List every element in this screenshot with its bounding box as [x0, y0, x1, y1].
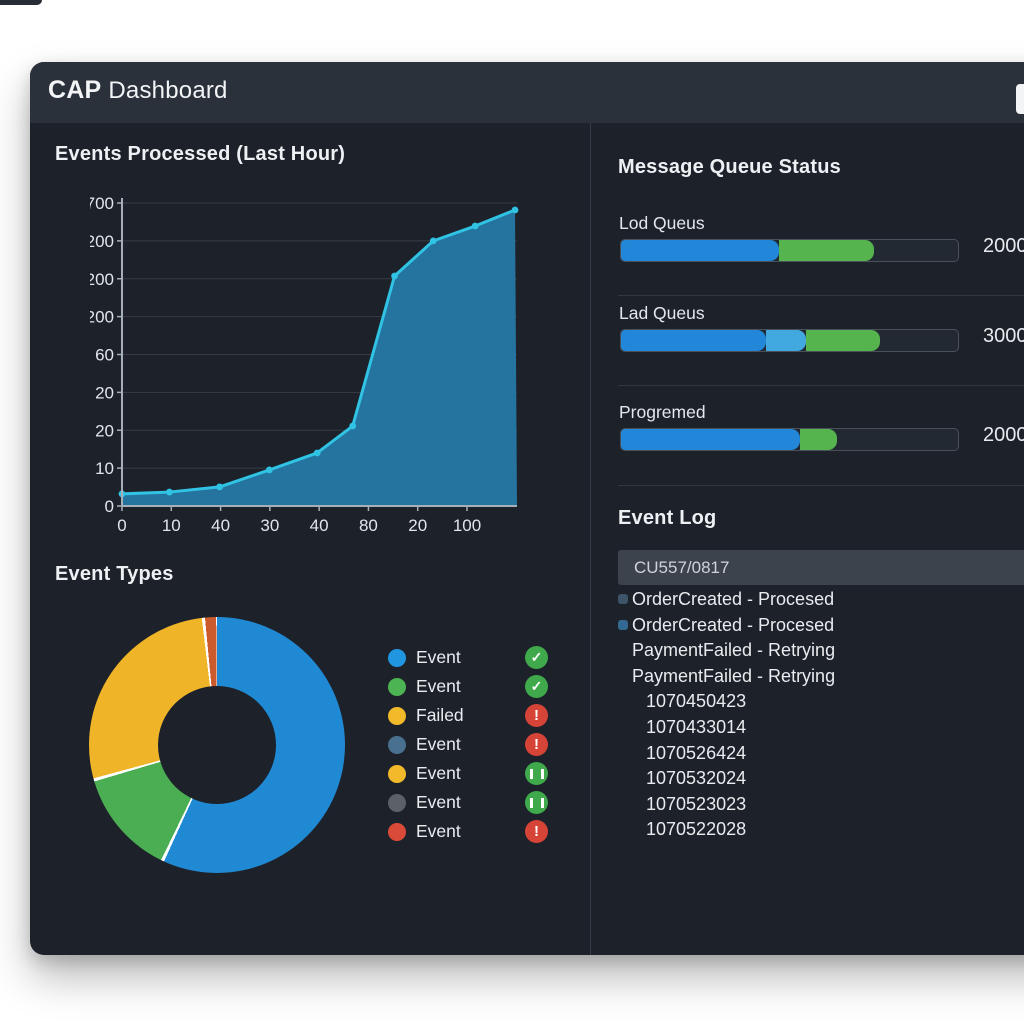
- y-axis-tick-label: 200: [90, 232, 114, 251]
- queue-progress-bar: [620, 239, 959, 262]
- log-entry-bullet: [618, 619, 628, 630]
- legend-row: Event!: [388, 730, 548, 759]
- x-axis-tick-label: 0: [117, 516, 126, 535]
- queue-progress-bar: [620, 329, 959, 352]
- event-log-title: Event Log: [618, 507, 717, 529]
- error-icon: !: [525, 704, 548, 727]
- y-axis-tick-label: 10: [95, 459, 114, 478]
- legend-row: Event ✓: [388, 643, 548, 672]
- legend-color-dot: [388, 735, 406, 754]
- event-log-entry: 1070433014: [646, 716, 747, 737]
- pause-icon: [525, 762, 548, 785]
- queue-separator: [618, 485, 1024, 486]
- y-axis-tick-label: 200: [90, 308, 114, 327]
- queue-progress-segment: [621, 240, 780, 261]
- legend-label: Event: [416, 821, 461, 841]
- y-axis-tick-label: 20: [95, 421, 114, 440]
- event-log-entry: OrderCreated - Procesed: [618, 613, 1024, 639]
- queue-progress-segment: [779, 240, 874, 261]
- y-axis-tick-label: 200: [90, 270, 114, 289]
- legend-row: Event: [388, 788, 548, 817]
- y-axis-tick-label: 700: [90, 194, 114, 213]
- legend-label: Event: [416, 734, 461, 754]
- queue-separator: [618, 385, 1024, 386]
- right-column: Message Queue Status Lod Queus 2000 Lad Qu…: [591, 123, 1024, 955]
- event-log-entry: 1070522028: [646, 819, 747, 840]
- queue-progress-segment: [621, 429, 800, 450]
- dashboard-content: Events Processed (Last Hour) 700 200 200 20…: [30, 123, 1024, 955]
- queue-progress-segment: [806, 330, 881, 351]
- titlebar-button[interactable]: [1016, 84, 1024, 114]
- queue-progress-segment: [799, 429, 837, 450]
- check-icon: ✓: [525, 646, 548, 669]
- x-axis-tick-label: 40: [211, 516, 230, 535]
- event-types-legend: Event ✓ Event ✓ Failed! Event! Event Event Event…: [388, 643, 548, 846]
- error-icon: !: [525, 820, 548, 843]
- y-axis-tick-label: 60: [95, 346, 114, 365]
- queue-label: Lod Queus: [619, 213, 705, 233]
- legend-color-dot: [388, 822, 406, 841]
- left-column: Events Processed (Last Hour) 700 200 200 20…: [30, 123, 590, 955]
- queue-value: 3000: [983, 325, 1024, 347]
- queue-progress-segment: [765, 330, 807, 351]
- queue-value: 2000: [983, 424, 1024, 446]
- event-log-entry: PaymentFailed - Retrying: [632, 665, 836, 686]
- pause-icon: [525, 791, 548, 814]
- titlebar: CAP Dashboard: [30, 62, 1024, 123]
- event-log-entry: 1070532024: [646, 768, 747, 789]
- legend-color-dot: [388, 677, 406, 696]
- event-log-entry: 1070523023: [646, 793, 747, 814]
- event-log-entry: PaymentFailed - Retrying: [632, 640, 836, 661]
- queue-label: Progremed: [619, 402, 706, 422]
- x-axis-tick-label: 100: [453, 516, 481, 535]
- legend-label: Event: [416, 647, 461, 667]
- error-icon: !: [525, 733, 548, 756]
- column-divider: [590, 123, 591, 955]
- event-log-list: OrderCreated - Procesed OrderCreated - Pr…: [618, 587, 1024, 843]
- log-entry-bullet: [618, 594, 628, 604]
- legend-label: Event: [416, 792, 461, 812]
- app-title-primary: CAP: [48, 76, 102, 104]
- check-icon: ✓: [525, 675, 548, 698]
- events-processed-area-chart: 700 200 200 200 60 20 20 10 0 0 10 40 30 40 80 20 100: [86, 193, 535, 538]
- queue-progress-bar: [620, 428, 959, 451]
- app-title-secondary: Dashboard: [108, 77, 228, 104]
- event-log-entry: 1070526424: [646, 742, 747, 763]
- legend-color-dot: [388, 793, 406, 812]
- event-types-title: Event Types: [55, 563, 174, 585]
- queue-value: 2000: [983, 235, 1024, 257]
- x-axis-tick-label: 10: [162, 516, 181, 535]
- event-types-donut-chart: [89, 617, 345, 873]
- legend-label: Event: [416, 763, 461, 783]
- legend-label: Event: [416, 676, 461, 696]
- event-log-filter-input[interactable]: CU557/0817: [618, 550, 1024, 585]
- legend-row: Event!: [388, 817, 548, 846]
- event-log-entry: 1070450423: [646, 691, 747, 712]
- x-axis-tick-label: 30: [260, 516, 279, 535]
- y-axis-tick-label: 20: [95, 383, 114, 402]
- queue-status-title: Message Queue Status: [618, 156, 841, 178]
- event-log-entry: OrderCreated - Procesed: [618, 587, 1024, 613]
- legend-row: Failed!: [388, 701, 548, 730]
- app-title: CAP Dashboard: [48, 76, 228, 105]
- legend-color-dot: [388, 706, 406, 725]
- area-chart-title: Events Processed (Last Hour): [55, 143, 346, 165]
- legend-color-dot: [388, 648, 406, 667]
- queue-label: Lad Queus: [619, 303, 705, 323]
- queue-progress-segment: [621, 330, 766, 351]
- legend-color-dot: [388, 764, 406, 783]
- legend-row: Event ✓: [388, 672, 548, 701]
- x-axis-tick-label: 20: [408, 516, 427, 535]
- y-axis-tick-label: 0: [105, 497, 114, 516]
- legend-row: Event: [388, 759, 548, 788]
- x-axis-tick-label: 40: [310, 516, 329, 535]
- background-window-edge: [0, 0, 42, 5]
- legend-label: Failed: [416, 705, 464, 725]
- x-axis-tick-label: 80: [359, 516, 378, 535]
- dashboard-window: CAP Dashboard Events Processed (Last Hour…: [30, 62, 1024, 955]
- donut-hole: [158, 686, 276, 804]
- queue-separator: [618, 295, 1024, 296]
